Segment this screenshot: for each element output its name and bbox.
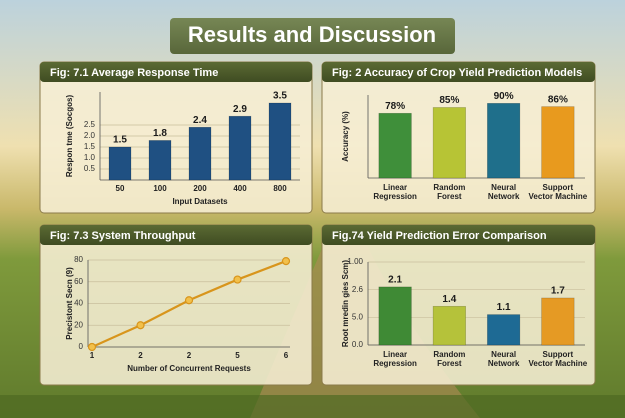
panel-title: Fig.74 Yield Prediction Error Comparison bbox=[332, 230, 547, 242]
x-tick-label: Regression bbox=[373, 192, 417, 201]
y-tick-label: 20 bbox=[74, 320, 83, 329]
x-tick-label: Vector Machine bbox=[529, 359, 588, 368]
x-tick-label: 2 bbox=[187, 351, 192, 360]
bar bbox=[378, 112, 412, 179]
x-axis-title: Input Datasets bbox=[172, 197, 228, 206]
y-axis-title: Root mredin gies Scm) bbox=[341, 260, 350, 347]
value-label: 1.4 bbox=[442, 294, 456, 305]
y-tick-label: 80 bbox=[74, 255, 83, 264]
bar bbox=[541, 297, 575, 346]
y-tick-label: 40 bbox=[74, 299, 83, 308]
x-tick-label: 50 bbox=[116, 184, 125, 193]
y-axis-title: Precistont Secn (9) bbox=[65, 267, 74, 340]
panel-header bbox=[40, 225, 312, 245]
y-tick-label: 2.0 bbox=[84, 131, 96, 140]
panel-header bbox=[40, 62, 312, 82]
bar bbox=[541, 106, 575, 179]
x-tick-label: Forest bbox=[437, 359, 462, 368]
point bbox=[136, 321, 145, 330]
y-tick-label: 0.0 bbox=[352, 340, 364, 349]
x-tick-label: Linear bbox=[383, 350, 407, 359]
value-label: 2.1 bbox=[388, 275, 402, 286]
bar bbox=[268, 102, 292, 181]
x-tick-label: Neural bbox=[491, 350, 516, 359]
y-tick-label: 1.0 bbox=[84, 153, 96, 162]
y-axis-title: Respon tme (Socgos) bbox=[65, 95, 74, 178]
y-tick-label: 1.00 bbox=[347, 257, 363, 266]
value-label: 90% bbox=[494, 91, 514, 102]
y-tick-label: 2.5 bbox=[84, 120, 96, 129]
bar bbox=[228, 115, 252, 181]
y-tick-label: 2.6 bbox=[352, 285, 364, 294]
x-tick-label: Random bbox=[433, 183, 465, 192]
x-tick-label: Network bbox=[488, 359, 520, 368]
x-tick-label: 5 bbox=[235, 351, 240, 360]
x-tick-label: 400 bbox=[233, 184, 247, 193]
x-tick-label: Linear bbox=[383, 183, 407, 192]
foreground-field bbox=[0, 395, 625, 418]
value-label: 85% bbox=[439, 95, 459, 106]
panel-header bbox=[322, 225, 595, 245]
x-tick-label: 1 bbox=[90, 351, 95, 360]
panel-header bbox=[322, 62, 595, 82]
x-tick-label: 800 bbox=[273, 184, 287, 193]
bar bbox=[378, 286, 412, 346]
bar bbox=[108, 146, 132, 181]
point bbox=[184, 296, 194, 305]
y-tick-label: 5.0 bbox=[352, 312, 364, 321]
panel-title: Fig: 2 Accuracy of Crop Yield Prediction… bbox=[332, 67, 582, 79]
value-label: 1.5 bbox=[113, 135, 127, 146]
title-banner bbox=[170, 18, 455, 54]
y-tick-label: 60 bbox=[74, 277, 83, 286]
x-axis-title: Number of Concurrent Requests bbox=[127, 364, 251, 373]
value-label: 1.1 bbox=[497, 302, 511, 313]
value-label: 2.4 bbox=[193, 115, 207, 126]
x-tick-label: Forest bbox=[437, 192, 462, 201]
panel-title: Fig: 7.3 System Throughput bbox=[50, 230, 196, 242]
x-tick-label: 6 bbox=[284, 351, 289, 360]
value-label: 1.7 bbox=[551, 286, 565, 297]
y-tick-label: 0 bbox=[79, 342, 84, 351]
x-tick-label: 2 bbox=[138, 351, 143, 360]
y-tick-label: 0.5 bbox=[84, 164, 96, 173]
x-tick-label: Neural bbox=[491, 183, 516, 192]
x-tick-label: Support bbox=[543, 350, 574, 359]
y-tick-label: 1.5 bbox=[84, 142, 96, 151]
x-tick-label: 200 bbox=[193, 184, 207, 193]
bar bbox=[148, 140, 172, 181]
x-tick-label: Support bbox=[543, 183, 574, 192]
point bbox=[233, 275, 242, 284]
x-tick-label: Regression bbox=[373, 359, 417, 368]
bar bbox=[487, 314, 521, 346]
panel-title: Fig: 7.1 Average Response Time bbox=[50, 67, 218, 79]
value-label: 86% bbox=[548, 94, 568, 105]
y-axis-title: Accuracy (%) bbox=[341, 111, 350, 162]
x-tick-label: 100 bbox=[153, 184, 167, 193]
value-label: 78% bbox=[385, 101, 405, 112]
point bbox=[281, 256, 291, 266]
bar bbox=[188, 126, 212, 181]
point bbox=[87, 342, 97, 352]
page-title: Results and Discussion bbox=[188, 22, 436, 47]
value-label: 2.9 bbox=[233, 104, 247, 115]
value-label: 1.8 bbox=[153, 128, 167, 139]
bar bbox=[432, 305, 466, 346]
x-tick-label: Random bbox=[433, 350, 465, 359]
value-label: 3.5 bbox=[273, 91, 287, 102]
bar bbox=[487, 103, 521, 179]
x-tick-label: Vector Machine bbox=[529, 192, 588, 201]
bar bbox=[432, 107, 466, 179]
x-tick-label: Network bbox=[488, 192, 520, 201]
